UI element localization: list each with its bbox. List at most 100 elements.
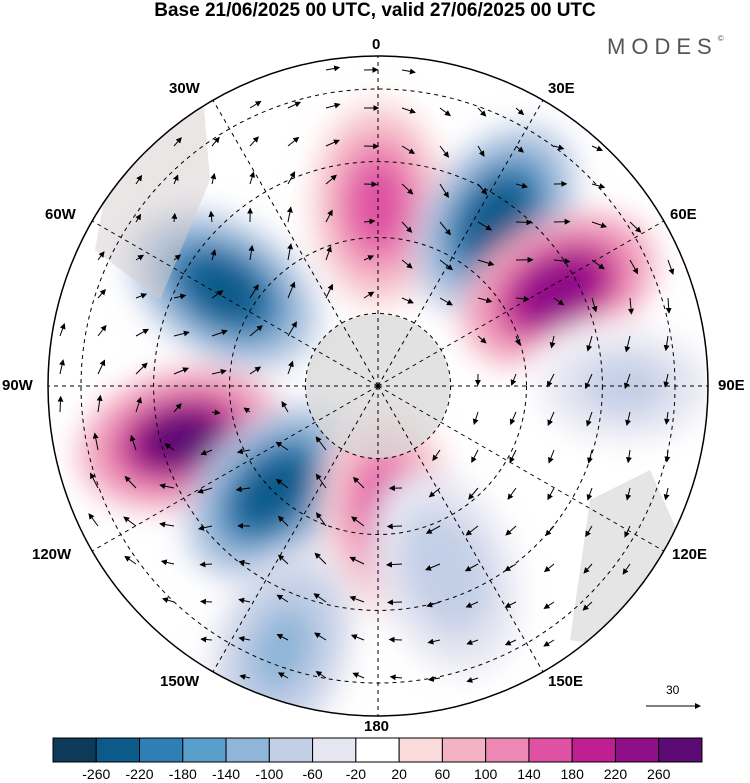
wind-arrow <box>585 525 593 538</box>
wind-vectors <box>57 65 675 683</box>
wind-arrow <box>504 639 517 646</box>
wind-arrow <box>325 139 340 147</box>
wind-arrow <box>325 209 333 223</box>
wind-arrow <box>504 563 517 572</box>
wind-arrow <box>586 487 593 501</box>
brand-text: MODES <box>607 34 718 59</box>
wind-arrow <box>287 360 294 375</box>
lon-label-120e: 120E <box>672 546 708 563</box>
wind-arrow <box>211 329 228 337</box>
wind-arrow <box>385 561 403 568</box>
wind-arrow <box>325 102 341 109</box>
wind-arrow <box>276 633 289 641</box>
colorbar-tick-label: 220 <box>603 766 628 782</box>
wind-arrow <box>59 322 66 337</box>
wind-arrow <box>439 183 449 199</box>
wind-arrow <box>583 563 593 574</box>
wind-arrow <box>549 335 556 349</box>
wind-arrow <box>349 556 365 565</box>
wind-arrow <box>471 449 479 464</box>
meridian-line <box>91 385 379 552</box>
wind-arrow <box>287 171 296 185</box>
wind-arrow <box>96 394 103 413</box>
wind-arrow <box>629 221 642 233</box>
wind-arrow <box>315 436 327 451</box>
wind-arrow <box>135 328 150 337</box>
wind-arrow <box>515 145 524 153</box>
wind-arrow <box>197 524 213 531</box>
wind-arrow <box>277 515 289 527</box>
wind-arrow <box>200 449 213 456</box>
wind-arrow <box>587 449 593 464</box>
colorbar-tick-label: -180 <box>168 766 197 782</box>
colorbar-tick-label: 100 <box>473 766 498 782</box>
wind-arrow <box>439 221 452 236</box>
colorbar <box>52 737 703 763</box>
colorbar-swatch <box>95 737 141 763</box>
wind-arrow <box>248 244 255 261</box>
wind-arrow <box>211 136 220 147</box>
wind-arrow <box>287 281 296 299</box>
wind-arrow <box>161 597 175 604</box>
wind-arrow <box>477 221 493 231</box>
wind-arrow <box>249 366 262 375</box>
colorbar-swatch <box>441 737 487 763</box>
wind-arrow <box>239 673 251 680</box>
colorbar-swatch <box>355 737 400 763</box>
brand-logo: MODES© <box>607 34 724 60</box>
wind-arrow <box>591 183 606 189</box>
wind-arrow <box>211 409 221 416</box>
wind-arrow <box>199 561 213 568</box>
wind-arrow <box>466 639 479 646</box>
wind-arrow <box>425 563 441 571</box>
wind-arrow <box>401 183 414 195</box>
wind-arrow <box>624 335 631 353</box>
wind-arrow <box>200 636 213 643</box>
wind-arrow <box>363 218 376 225</box>
wind-arrow <box>515 182 528 189</box>
wind-arrow <box>629 259 639 275</box>
wind-arrow <box>477 107 487 117</box>
wind-arrow <box>553 258 571 265</box>
wind-arrow <box>97 251 105 261</box>
wind-arrow <box>135 254 144 261</box>
map-border <box>47 55 709 717</box>
wind-arrow <box>249 100 262 109</box>
wind-arrow <box>275 441 289 451</box>
anomaly-contour <box>349 160 407 249</box>
wind-arrow <box>173 367 189 375</box>
wind-arrow <box>211 290 224 299</box>
wind-arrow <box>97 324 107 337</box>
wind-arrow <box>401 145 416 154</box>
wind-arrow <box>477 297 493 304</box>
wind-arrow <box>249 325 263 337</box>
meridian-line <box>212 385 379 673</box>
wind-arrow <box>238 635 251 642</box>
wind-arrow <box>515 219 533 226</box>
colorbar-swatch <box>485 737 530 763</box>
wind-arrow <box>124 555 137 565</box>
wind-arrow <box>547 487 555 501</box>
lon-label-150e: 150E <box>548 673 584 690</box>
wind-arrow <box>92 432 99 451</box>
wind-arrow <box>505 525 517 536</box>
wind-arrow <box>287 136 300 147</box>
wind-arrow <box>90 472 99 489</box>
wind-arrow <box>428 487 441 498</box>
colorbar-tick-label: -100 <box>255 766 284 782</box>
wind-arrow <box>173 330 190 337</box>
wind-arrow <box>130 434 137 451</box>
colorbar-swatch <box>182 737 227 763</box>
wind-arrow <box>624 525 631 538</box>
wind-arrow <box>432 449 441 462</box>
wind-arrow <box>363 291 375 299</box>
colorbar-swatch <box>312 737 357 763</box>
wind-arrow <box>124 475 137 489</box>
colorbar-tick-label: 140 <box>517 766 541 782</box>
wind-arrow <box>401 297 414 304</box>
wind-arrow <box>315 512 327 527</box>
wind-arrow <box>352 672 365 679</box>
lon-label-120w: 120W <box>32 546 72 563</box>
wind-arrow <box>477 259 495 267</box>
wind-arrow <box>243 407 251 414</box>
